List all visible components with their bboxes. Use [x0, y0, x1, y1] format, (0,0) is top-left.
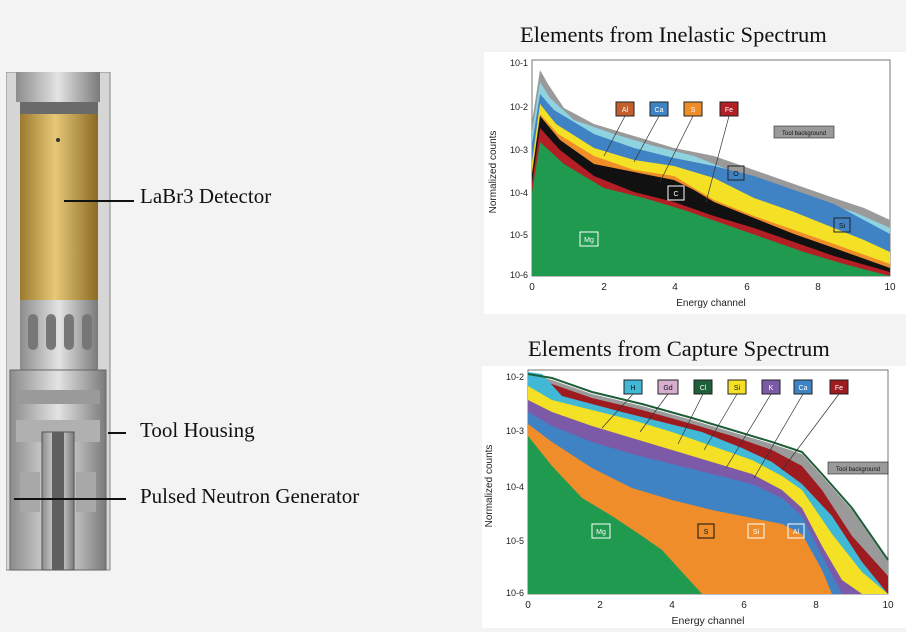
capture-background-label: Tool background — [836, 467, 880, 473]
capture-ytick: 10-3 — [506, 426, 524, 436]
inelastic-ytick: 10-2 — [510, 102, 528, 112]
inelastic-xtick: 2 — [601, 282, 607, 293]
capture-element-label: Cl — [700, 385, 707, 392]
inelastic-ytick: 10-5 — [510, 230, 528, 240]
capture-xlabel: Energy channel — [672, 615, 745, 627]
inelastic-inner-label: Mg — [584, 237, 594, 244]
capture-element-label: H — [630, 385, 635, 392]
detector-crystal — [20, 114, 98, 300]
capture-title: Elements from Capture Spectrum — [528, 336, 830, 361]
inelastic-xtick: 0 — [529, 282, 535, 293]
housing-label: Tool Housing — [140, 418, 255, 442]
capture-inner-label: Al — [793, 529, 800, 536]
inelastic-xtick: 6 — [744, 282, 750, 293]
inelastic-xtick: 10 — [884, 282, 896, 293]
inelastic-element-label: Al — [622, 107, 629, 114]
capture-ytick: 10-2 — [506, 372, 524, 382]
capture-inner-label: Mg — [596, 529, 606, 536]
inelastic-element-label: Fe — [725, 107, 733, 114]
capture-inner-label: S — [704, 529, 709, 536]
logging-tool-illustration — [6, 72, 111, 571]
inelastic-inner-label: C — [673, 191, 678, 198]
inelastic-xtick: 4 — [672, 282, 678, 293]
capture-xtick: 10 — [882, 600, 894, 611]
capture-element-label: Gd — [663, 385, 672, 392]
generator-label: Pulsed Neutron Generator — [140, 484, 360, 508]
capture-xtick: 2 — [597, 600, 603, 611]
capture-ytick: 10-4 — [506, 482, 524, 492]
capture-xtick: 0 — [525, 600, 531, 611]
inelastic-element-label: Ca — [655, 107, 664, 114]
inelastic-inner-label: O — [733, 171, 739, 178]
inelastic-title: Elements from Inelastic Spectrum — [520, 22, 827, 47]
inelastic-ylabel: Normalized counts — [488, 131, 499, 214]
inelastic-ytick: 10-4 — [510, 188, 528, 198]
inelastic-inner-label: Si — [839, 223, 846, 230]
inelastic-ytick: 10-6 — [510, 270, 528, 280]
capture-ylabel: Normalized counts — [484, 445, 495, 528]
inelastic-xlabel: Energy channel — [676, 298, 746, 309]
capture-ytick: 10-6 — [506, 588, 524, 598]
detector-label: LaBr3 Detector — [140, 184, 272, 208]
inelastic-element-label: S — [691, 107, 696, 114]
capture-xtick: 4 — [669, 600, 675, 611]
capture-ytick: 10-5 — [506, 536, 524, 546]
capture-inner-label: Si — [753, 529, 760, 536]
capture-element-label: Fe — [835, 385, 843, 392]
capture-xtick: 6 — [741, 600, 747, 611]
capture-chart: 10-2 10-3 10-4 10-5 10-6 0 2 4 6 8 10 En… — [482, 366, 906, 628]
inelastic-chart: 10-1 10-2 10-3 10-4 10-5 10-6 0 2 4 6 8 … — [484, 52, 906, 314]
inelastic-ytick: 10-3 — [510, 145, 528, 155]
capture-element-label: Si — [734, 385, 741, 392]
inelastic-ytick: 10-1 — [510, 58, 528, 68]
capture-element-label: Ca — [799, 385, 808, 392]
inelastic-xtick: 8 — [815, 282, 821, 293]
capture-element-label: K — [769, 385, 774, 392]
inelastic-background-label: Tool background — [782, 131, 826, 137]
capture-xtick: 8 — [813, 600, 819, 611]
